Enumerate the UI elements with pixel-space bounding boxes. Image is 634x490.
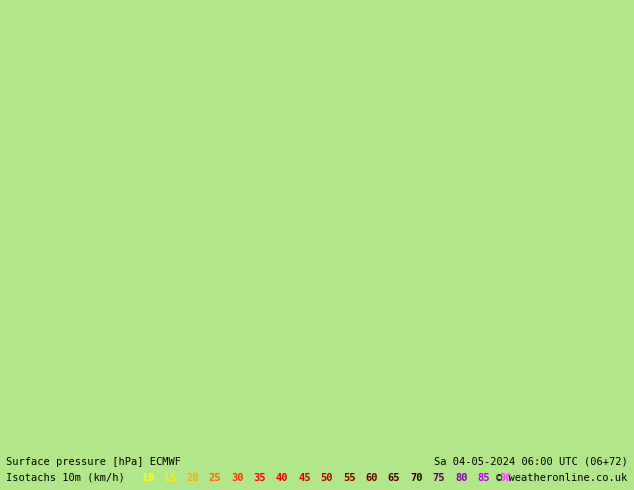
Text: 20: 20 bbox=[186, 472, 199, 483]
Text: Sa 04-05-2024 06:00 UTC (06+72): Sa 04-05-2024 06:00 UTC (06+72) bbox=[434, 457, 628, 466]
Text: 15: 15 bbox=[164, 472, 177, 483]
Text: 70: 70 bbox=[410, 472, 423, 483]
Text: 60: 60 bbox=[365, 472, 378, 483]
Text: 30: 30 bbox=[231, 472, 243, 483]
Text: 10: 10 bbox=[142, 472, 154, 483]
Text: Isotachs 10m (km/h): Isotachs 10m (km/h) bbox=[6, 472, 125, 483]
Text: 55: 55 bbox=[343, 472, 356, 483]
Text: 65: 65 bbox=[388, 472, 400, 483]
Text: 85: 85 bbox=[477, 472, 490, 483]
Text: 80: 80 bbox=[455, 472, 467, 483]
Text: 40: 40 bbox=[276, 472, 288, 483]
Text: Surface pressure [hPa] ECMWF: Surface pressure [hPa] ECMWF bbox=[6, 457, 181, 466]
Text: 45: 45 bbox=[299, 472, 311, 483]
Text: 75: 75 bbox=[432, 472, 445, 483]
Text: © weatheronline.co.uk: © weatheronline.co.uk bbox=[496, 472, 628, 483]
Text: 25: 25 bbox=[209, 472, 221, 483]
Text: 90: 90 bbox=[500, 472, 512, 483]
Text: 50: 50 bbox=[321, 472, 333, 483]
Text: 35: 35 bbox=[254, 472, 266, 483]
